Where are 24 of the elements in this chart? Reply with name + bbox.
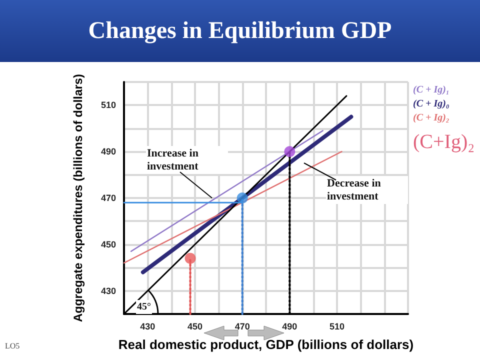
annotation: Decrease in investment bbox=[327, 178, 384, 202]
x-tick-label: 490 bbox=[282, 322, 298, 332]
point bbox=[236, 192, 248, 204]
text: (C + Ig)₀ bbox=[413, 98, 450, 110]
y-tick-label: 450 bbox=[100, 239, 116, 250]
text: (C + Ig)₂ bbox=[413, 112, 450, 124]
y-tick-label: 470 bbox=[100, 193, 116, 203]
y-tick-label: 490 bbox=[100, 146, 116, 157]
text: (C+Ig)₂ bbox=[413, 131, 475, 153]
annotation: Increase in investment bbox=[147, 148, 202, 172]
y-axis-title: Aggregate expenditures (billions of dollars) bbox=[71, 74, 85, 322]
point bbox=[284, 146, 296, 158]
x-axis-title: Real domestic product, GDP (billions of dollars) bbox=[118, 337, 414, 352]
x-tick-label: 470 bbox=[234, 322, 250, 332]
text: (C + Ig)₁ bbox=[413, 84, 450, 96]
x-tick-label: 510 bbox=[329, 322, 345, 332]
point bbox=[184, 252, 196, 264]
y-tick-label: 510 bbox=[100, 100, 116, 110]
y-tick-label: 430 bbox=[100, 286, 116, 296]
chart-title: Changes in Equilibrium GDP bbox=[88, 18, 392, 44]
x-tick-label: 450 bbox=[187, 322, 203, 332]
text: LO5 bbox=[5, 342, 20, 350]
x-tick-label: 430 bbox=[140, 322, 156, 332]
annotation: 45° bbox=[137, 302, 151, 312]
